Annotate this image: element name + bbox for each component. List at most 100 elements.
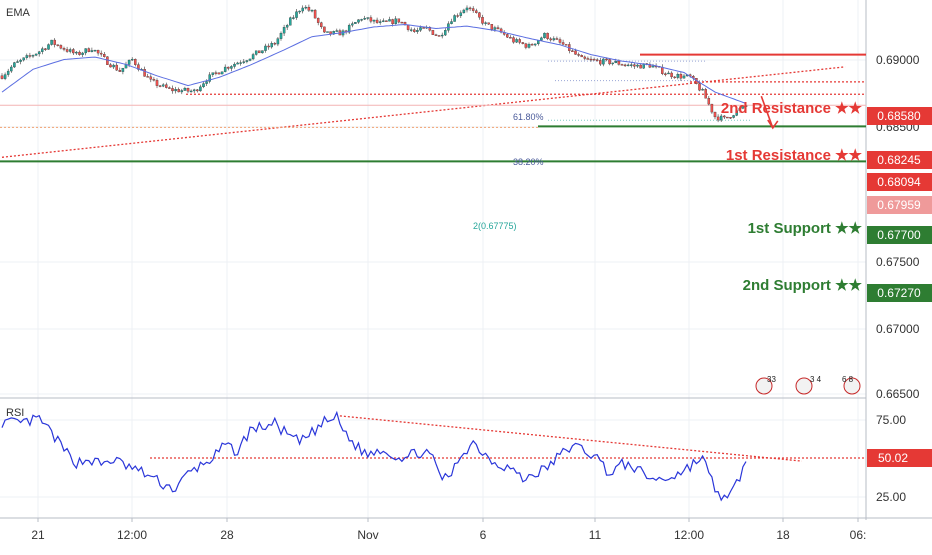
candle-body — [369, 17, 373, 22]
candle-body — [347, 24, 351, 33]
candle-body — [10, 66, 13, 72]
candle-body — [84, 48, 87, 54]
candle-body — [431, 30, 435, 35]
rsi-level-tag: 50.02 — [867, 449, 932, 467]
candle-body — [540, 37, 543, 41]
candle-body — [3, 74, 7, 79]
svg-text:0.68245: 0.68245 — [877, 153, 921, 167]
candle-body — [307, 6, 311, 11]
candle-body — [230, 66, 233, 69]
candle-body — [413, 29, 416, 32]
candle-body — [93, 49, 97, 52]
candle-body — [236, 62, 239, 65]
candle-body — [475, 10, 478, 13]
candle-body — [78, 51, 81, 55]
candle-body — [72, 49, 75, 54]
candle-body — [589, 58, 593, 61]
candle-body — [217, 72, 221, 75]
candle-body — [366, 17, 370, 19]
price-indicator-label: EMA — [6, 7, 31, 19]
candle-body — [701, 89, 704, 91]
candle-body — [462, 9, 466, 13]
candle-body — [310, 9, 314, 12]
candle-body — [326, 31, 329, 33]
grid — [0, 0, 866, 518]
candle-body — [214, 72, 218, 74]
rsi-indicator-label: RSI — [6, 407, 24, 419]
candle-body — [285, 25, 289, 28]
candle-body — [682, 75, 686, 79]
candle-body — [25, 55, 29, 58]
candle-body — [611, 62, 614, 65]
candle-body — [506, 34, 509, 38]
candle-body — [735, 110, 738, 116]
candle-body — [134, 58, 137, 65]
candle-body — [223, 66, 227, 72]
candle-body — [456, 15, 459, 17]
candle-body — [360, 19, 363, 21]
candle-body — [533, 43, 537, 46]
candle-body — [81, 52, 84, 55]
candle-body — [651, 65, 655, 68]
candle-body — [118, 70, 122, 72]
candle-body — [34, 53, 38, 56]
candle-body — [710, 103, 714, 113]
candle-body — [335, 30, 339, 32]
svg-text:0.67700: 0.67700 — [877, 228, 921, 242]
candle-body — [564, 44, 568, 46]
candle-body — [626, 64, 630, 67]
candle-body — [586, 58, 590, 60]
fib-382-label: 38.20% — [513, 157, 544, 167]
svg-text:0.68580: 0.68580 — [877, 109, 921, 123]
candle-body — [679, 74, 683, 79]
candle-body — [199, 86, 202, 92]
time-tick-label: 21 — [31, 528, 45, 542]
candle-body — [580, 55, 583, 58]
candle-body — [180, 90, 184, 93]
svg-text:0.68094: 0.68094 — [877, 175, 921, 189]
candle-body — [239, 62, 242, 64]
candle-body — [106, 56, 109, 65]
resistance2-label: 2nd Resistance ★★ — [721, 100, 863, 117]
support2-price-tag: 0.67270 — [867, 284, 932, 302]
candle-body — [202, 83, 205, 88]
candle-body — [422, 27, 425, 29]
candle-body — [13, 62, 16, 68]
candle-body — [109, 64, 112, 68]
svg-text:0.67270: 0.67270 — [877, 286, 921, 300]
candle-body — [183, 87, 187, 91]
price-tick-label: 0.67000 — [876, 322, 920, 336]
event-badge-count: 33 — [767, 375, 776, 384]
support2-label: 2nd Support ★★ — [743, 277, 863, 294]
candle-body — [465, 7, 469, 11]
price-tick-label: 0.69000 — [876, 53, 920, 67]
candle-body — [189, 90, 193, 93]
candle-body — [28, 55, 32, 57]
candle-body — [713, 111, 717, 118]
candle-body — [676, 74, 680, 78]
flag-icon — [755, 377, 773, 395]
candle-body — [248, 58, 252, 61]
candle-body — [388, 19, 391, 22]
candle-body — [726, 116, 729, 119]
candle-body — [530, 44, 534, 46]
candle-body — [37, 51, 41, 55]
candle-body — [509, 37, 512, 39]
support1-label: 1st Support ★★ — [748, 220, 863, 237]
price-tick-label: 0.66500 — [876, 387, 920, 401]
arrow-head-icon — [767, 119, 779, 130]
candle-body — [595, 59, 599, 61]
event-badge[interactable]: 33 — [755, 375, 776, 395]
event-badge[interactable]: 6 8 — [842, 375, 861, 395]
candle-body — [608, 59, 611, 65]
candles — [0, 4, 748, 123]
candle-body — [400, 21, 404, 24]
candle-body — [468, 7, 472, 10]
event-badge[interactable]: 3 4 — [795, 375, 822, 395]
candle-body — [96, 49, 100, 54]
candle-body — [22, 57, 25, 61]
candle-body — [617, 61, 621, 65]
candle-body — [707, 98, 711, 105]
candle-body — [304, 6, 308, 9]
